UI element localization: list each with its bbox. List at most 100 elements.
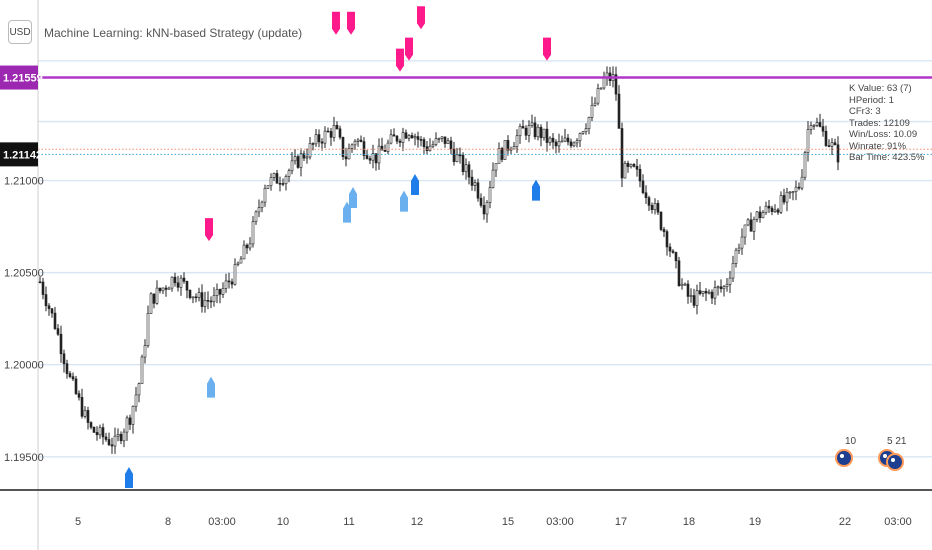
candle-body xyxy=(284,176,288,185)
candle-body xyxy=(815,122,819,126)
candle-body xyxy=(404,132,408,139)
candle-body xyxy=(245,244,249,249)
candle-body xyxy=(320,141,324,144)
chart-grid xyxy=(38,0,932,490)
candle-body xyxy=(431,144,435,147)
candle-body xyxy=(812,125,816,127)
candle-body xyxy=(761,212,765,219)
candle-body xyxy=(371,153,375,161)
candle-body xyxy=(185,281,189,291)
candle-body xyxy=(653,203,657,210)
candle-body xyxy=(506,140,510,151)
candle-body xyxy=(110,444,114,447)
candle-body xyxy=(353,141,357,146)
candle-body xyxy=(725,284,729,287)
candle-body xyxy=(731,263,735,279)
candle-body xyxy=(191,296,195,299)
sell-signal-shape xyxy=(417,6,425,30)
candle-body xyxy=(164,287,168,290)
candle-body xyxy=(683,283,687,286)
candle-body xyxy=(374,153,378,164)
candle-body xyxy=(542,128,546,139)
candle-body xyxy=(548,137,552,143)
candle-body xyxy=(494,163,498,171)
candle-body xyxy=(182,277,186,282)
candle-body xyxy=(524,127,528,136)
candle-body xyxy=(224,280,228,289)
candle-body xyxy=(737,247,741,251)
candle-body xyxy=(770,207,774,212)
candle-body xyxy=(800,176,804,189)
candle-body xyxy=(563,137,567,142)
candle-body xyxy=(386,142,390,152)
candle-body xyxy=(92,426,96,433)
candle-body xyxy=(617,93,621,129)
candle-body xyxy=(569,141,573,147)
candle-body xyxy=(536,126,540,138)
candle-body xyxy=(47,305,51,310)
candle-body xyxy=(119,434,123,442)
candle-body xyxy=(380,145,384,151)
candle-body xyxy=(467,164,471,178)
candle-body xyxy=(584,128,588,133)
candle-body xyxy=(446,140,450,144)
candle-body xyxy=(629,164,633,167)
currency-button[interactable]: USD xyxy=(8,20,32,44)
candle-body xyxy=(779,195,783,213)
candle-body xyxy=(362,141,366,156)
candle-body xyxy=(662,229,666,232)
price-tick-label: 1.21000 xyxy=(4,176,44,188)
candle-body xyxy=(833,142,837,146)
candle-body xyxy=(515,135,519,147)
candle-body xyxy=(143,345,147,358)
candle-body xyxy=(212,295,216,302)
event-flag-icon xyxy=(835,449,853,467)
candle-body xyxy=(173,276,177,284)
candle-body xyxy=(719,286,723,290)
candle-body xyxy=(428,145,432,151)
candle-body xyxy=(350,144,354,149)
stat-winrate: Winrate: 91% xyxy=(849,140,907,152)
candle-body xyxy=(521,126,525,129)
time-tick-label: 10 xyxy=(277,516,289,528)
candle-body xyxy=(695,290,699,306)
candle-body xyxy=(434,138,438,145)
sell-signal-shape xyxy=(405,37,413,61)
sell-signal-marker xyxy=(405,37,413,61)
candle-body xyxy=(83,410,87,417)
candle-body xyxy=(722,286,726,290)
candle-body xyxy=(716,286,720,289)
candle-body xyxy=(830,142,834,147)
candle-body xyxy=(680,283,684,286)
candle-body xyxy=(440,136,444,139)
time-tick-label: 19 xyxy=(749,516,761,528)
candle-body xyxy=(203,299,207,307)
stat-hperiod: HPeriod: 1 xyxy=(849,94,894,106)
buy-signal-marker xyxy=(532,179,540,201)
stat-k-value: K Value: 63 (7) xyxy=(849,83,912,94)
candle-body xyxy=(227,280,231,283)
candle-body xyxy=(743,224,747,238)
candle-body xyxy=(647,197,651,206)
candle-body xyxy=(461,154,465,173)
candle-body xyxy=(803,152,807,178)
candle-body xyxy=(116,434,120,437)
candle-body xyxy=(818,122,822,127)
price-tick-label: 1.20500 xyxy=(4,268,44,280)
candle-body xyxy=(488,187,492,203)
time-tick-label: 18 xyxy=(683,516,695,528)
candle-body xyxy=(317,134,321,143)
time-tick-label: 12 xyxy=(411,516,423,528)
candle-body xyxy=(332,125,336,138)
event-flag-icon-circle xyxy=(886,453,904,471)
candle-body xyxy=(530,122,534,126)
candle-body xyxy=(218,289,222,295)
candle-body xyxy=(650,205,654,210)
candle-body xyxy=(131,405,135,425)
candle-body xyxy=(560,140,564,143)
candle-body xyxy=(554,141,558,147)
candle-body xyxy=(581,131,585,134)
candle-body xyxy=(59,333,63,355)
sell-signal-marker xyxy=(205,218,213,242)
candle-body xyxy=(638,168,642,182)
